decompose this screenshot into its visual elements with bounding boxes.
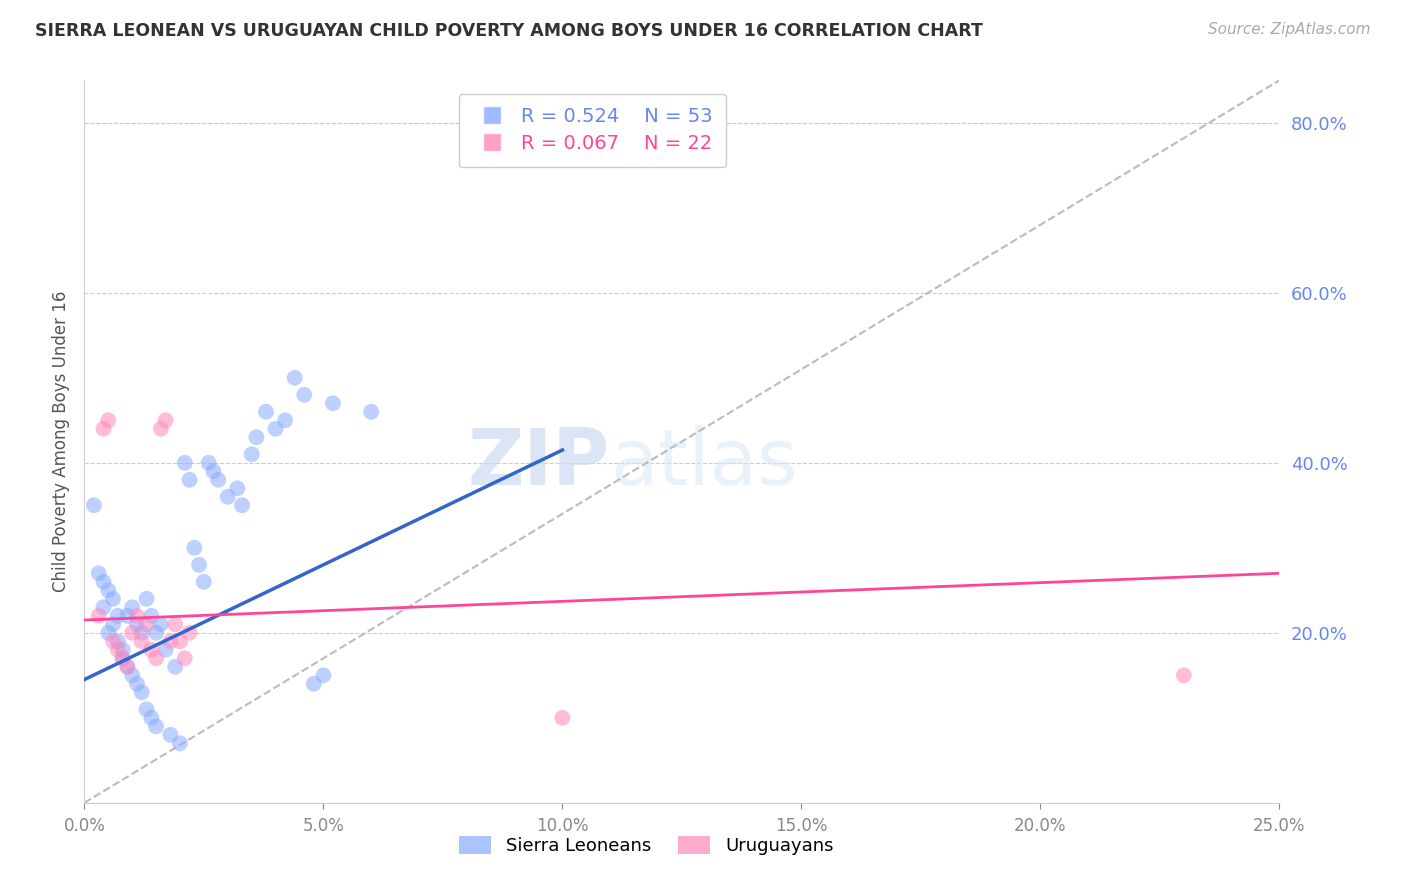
Point — [292, 388, 315, 402]
Point — [107, 608, 129, 623]
Point — [149, 617, 172, 632]
Point — [125, 677, 148, 691]
Point — [97, 583, 120, 598]
Point — [188, 558, 211, 572]
Point — [254, 405, 277, 419]
Point — [145, 625, 167, 640]
Point — [93, 600, 115, 615]
Point — [179, 473, 201, 487]
Point — [197, 456, 219, 470]
Point — [159, 634, 181, 648]
Point — [97, 413, 120, 427]
Point — [155, 642, 177, 657]
Point — [131, 685, 153, 699]
Point — [117, 608, 139, 623]
Point — [93, 574, 115, 589]
Point — [207, 473, 229, 487]
Legend: Sierra Leoneans, Uruguayans: Sierra Leoneans, Uruguayans — [451, 830, 841, 863]
Point — [149, 422, 172, 436]
Point — [135, 591, 157, 606]
Point — [226, 481, 249, 495]
Point — [111, 651, 134, 665]
Point — [97, 625, 120, 640]
Point — [121, 625, 143, 640]
Point — [264, 422, 287, 436]
Point — [83, 498, 105, 512]
Point — [165, 617, 187, 632]
Point — [111, 651, 134, 665]
Point — [193, 574, 215, 589]
Point — [141, 642, 163, 657]
Text: ZIP: ZIP — [468, 425, 610, 501]
Point — [173, 651, 195, 665]
Point — [87, 566, 110, 581]
Point — [169, 634, 191, 648]
Point — [322, 396, 344, 410]
Point — [173, 456, 195, 470]
Point — [107, 642, 129, 657]
Point — [274, 413, 297, 427]
Point — [111, 642, 134, 657]
Point — [121, 600, 143, 615]
Y-axis label: Child Poverty Among Boys Under 16: Child Poverty Among Boys Under 16 — [52, 291, 70, 592]
Point — [107, 634, 129, 648]
Point — [240, 447, 263, 461]
Point — [360, 405, 382, 419]
Point — [302, 677, 325, 691]
Point — [135, 702, 157, 716]
Point — [117, 660, 139, 674]
Point — [1173, 668, 1195, 682]
Point — [217, 490, 239, 504]
Point — [312, 668, 335, 682]
Point — [141, 711, 163, 725]
Point — [245, 430, 267, 444]
Point — [125, 617, 148, 632]
Point — [231, 498, 253, 512]
Point — [145, 719, 167, 733]
Point — [284, 371, 307, 385]
Text: SIERRA LEONEAN VS URUGUAYAN CHILD POVERTY AMONG BOYS UNDER 16 CORRELATION CHART: SIERRA LEONEAN VS URUGUAYAN CHILD POVERT… — [35, 22, 983, 40]
Point — [551, 711, 574, 725]
Point — [155, 413, 177, 427]
Point — [159, 728, 181, 742]
Point — [87, 608, 110, 623]
Point — [169, 736, 191, 750]
Point — [101, 617, 124, 632]
Point — [101, 591, 124, 606]
Point — [101, 634, 124, 648]
Point — [183, 541, 205, 555]
Text: atlas: atlas — [610, 425, 797, 501]
Point — [145, 651, 167, 665]
Point — [141, 608, 163, 623]
Point — [179, 625, 201, 640]
Point — [121, 668, 143, 682]
Text: Source: ZipAtlas.com: Source: ZipAtlas.com — [1208, 22, 1371, 37]
Point — [125, 608, 148, 623]
Point — [131, 625, 153, 640]
Point — [202, 464, 225, 478]
Point — [93, 422, 115, 436]
Point — [165, 660, 187, 674]
Point — [135, 617, 157, 632]
Point — [131, 634, 153, 648]
Point — [117, 660, 139, 674]
